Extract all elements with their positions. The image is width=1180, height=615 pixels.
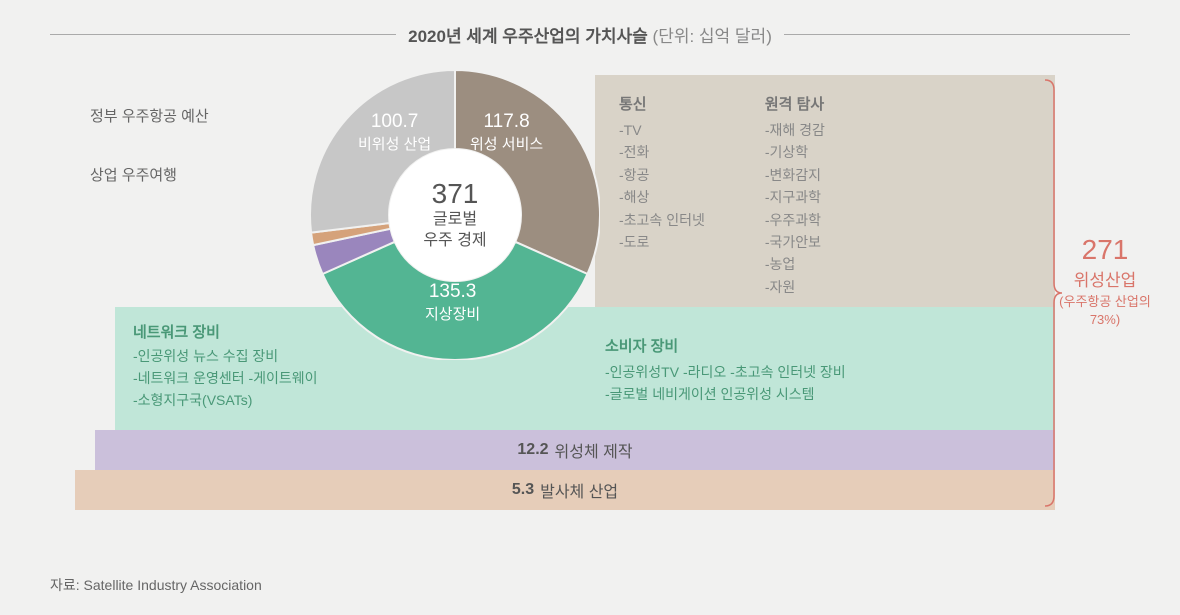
list-item: -소형지구국(VSATs) bbox=[133, 390, 393, 412]
slice-txt-nonsat: 비위성 산업 bbox=[358, 136, 431, 153]
list-item: -항공 bbox=[619, 164, 705, 186]
summary-label: 위성산업 bbox=[1050, 269, 1160, 293]
telecom-title: 통신 bbox=[619, 93, 705, 117]
list-item: -변화감지 bbox=[765, 164, 825, 186]
label-gov-budget: 정부 우주항공 예산 bbox=[90, 105, 209, 126]
summary-value: 271 bbox=[1050, 230, 1160, 269]
donut-center: 371 글로벌 우주 경제 bbox=[389, 149, 521, 281]
services-col-remote-sensing: 원격 탐사 -재해 경감-기상학-변화감지-지구과학-우주과학-국가안보-농업-… bbox=[765, 93, 825, 289]
list-item: -전화 bbox=[619, 141, 705, 163]
slice-val-ground: 135.3 bbox=[425, 280, 480, 305]
slice-label-ground: 135.3 지상장비 bbox=[425, 280, 480, 324]
list-item: -농업 bbox=[765, 253, 825, 275]
consumer-equipment-col: 소비자 장비 -인공위성TV -라디오 -초고속 인터넷 장비-글로벌 네비게이… bbox=[605, 335, 1025, 406]
consumer-items: -인공위성TV -라디오 -초고속 인터넷 장비-글로벌 네비게이션 인공위성 … bbox=[605, 361, 1025, 406]
list-item: -자원 bbox=[765, 276, 825, 298]
list-item: -네트워크 운영센터 -게이트웨이 bbox=[133, 368, 393, 390]
services-col-telecom: 통신 -TV-전화-항공-해상-초고속 인터넷-도로 bbox=[619, 93, 705, 289]
slice-txt-services: 위성 서비스 bbox=[470, 136, 543, 153]
list-item: -글로벌 네비게이션 인공위성 시스템 bbox=[605, 383, 1025, 405]
launch-industry-bar: 5.3 발사체 산업 bbox=[75, 470, 1055, 510]
list-item: -초고속 인터넷 bbox=[619, 209, 705, 231]
center-label-2: 우주 경제 bbox=[423, 231, 486, 252]
list-item: -기상학 bbox=[765, 141, 825, 163]
remote-title: 원격 탐사 bbox=[765, 93, 825, 117]
title-unit: (단위: 십억 달러) bbox=[653, 27, 772, 46]
non-satellite-labels: 정부 우주항공 예산 상업 우주여행 bbox=[90, 105, 209, 223]
list-item: -TV bbox=[619, 119, 705, 141]
list-item: -재해 경감 bbox=[765, 119, 825, 141]
satellite-manufacturing-bar: 12.2 위성체 제작 bbox=[95, 430, 1055, 470]
slice-val-nonsat: 100.7 bbox=[358, 110, 431, 135]
remote-items: -재해 경감-기상학-변화감지-지구과학-우주과학-국가안보-농업-자원 bbox=[765, 119, 825, 298]
slice-val-services: 117.8 bbox=[470, 110, 543, 135]
title-bar: 2020년 세계 우주산업의 가치사슬 (단위: 십억 달러) bbox=[50, 22, 1130, 47]
source-text: 자료: Satellite Industry Association bbox=[50, 575, 262, 595]
satellite-industry-summary: 271 위성산업 (우주항공 산업의 73%) bbox=[1050, 230, 1160, 329]
slice-label-services: 117.8 위성 서비스 bbox=[470, 110, 543, 154]
launch-value: 5.3 bbox=[512, 481, 534, 499]
mfg-value: 12.2 bbox=[517, 441, 548, 459]
donut-chart: 371 글로벌 우주 경제 117.8 위성 서비스 135.3 지상장비 10… bbox=[310, 70, 600, 360]
center-label-1: 글로벌 bbox=[433, 210, 477, 231]
services-box: 통신 -TV-전화-항공-해상-초고속 인터넷-도로 원격 탐사 -재해 경감-… bbox=[595, 75, 1055, 307]
list-item: -국가안보 bbox=[765, 231, 825, 253]
list-item: -도로 bbox=[619, 231, 705, 253]
telecom-items: -TV-전화-항공-해상-초고속 인터넷-도로 bbox=[619, 119, 705, 253]
list-item: -지구과학 bbox=[765, 186, 825, 208]
title-main: 2020년 세계 우주산업의 가치사슬 bbox=[408, 27, 648, 46]
title-line-right bbox=[784, 34, 1130, 35]
list-item: -우주과학 bbox=[765, 209, 825, 231]
center-value: 371 bbox=[432, 178, 479, 210]
label-commercial-tourism: 상업 우주여행 bbox=[90, 164, 209, 185]
summary-sub: (우주항공 산업의 73%) bbox=[1050, 293, 1160, 329]
list-item: -인공위성TV -라디오 -초고속 인터넷 장비 bbox=[605, 361, 1025, 383]
launch-label: 발사체 산업 bbox=[540, 478, 618, 502]
mfg-label: 위성체 제작 bbox=[555, 438, 633, 462]
slice-txt-ground: 지상장비 bbox=[425, 306, 480, 323]
consumer-title: 소비자 장비 bbox=[605, 335, 1025, 359]
title-line-left bbox=[50, 34, 396, 35]
chart-title: 2020년 세계 우주산업의 가치사슬 (단위: 십억 달러) bbox=[408, 22, 772, 47]
list-item: -해상 bbox=[619, 186, 705, 208]
slice-label-nonsat: 100.7 비위성 산업 bbox=[358, 110, 431, 154]
